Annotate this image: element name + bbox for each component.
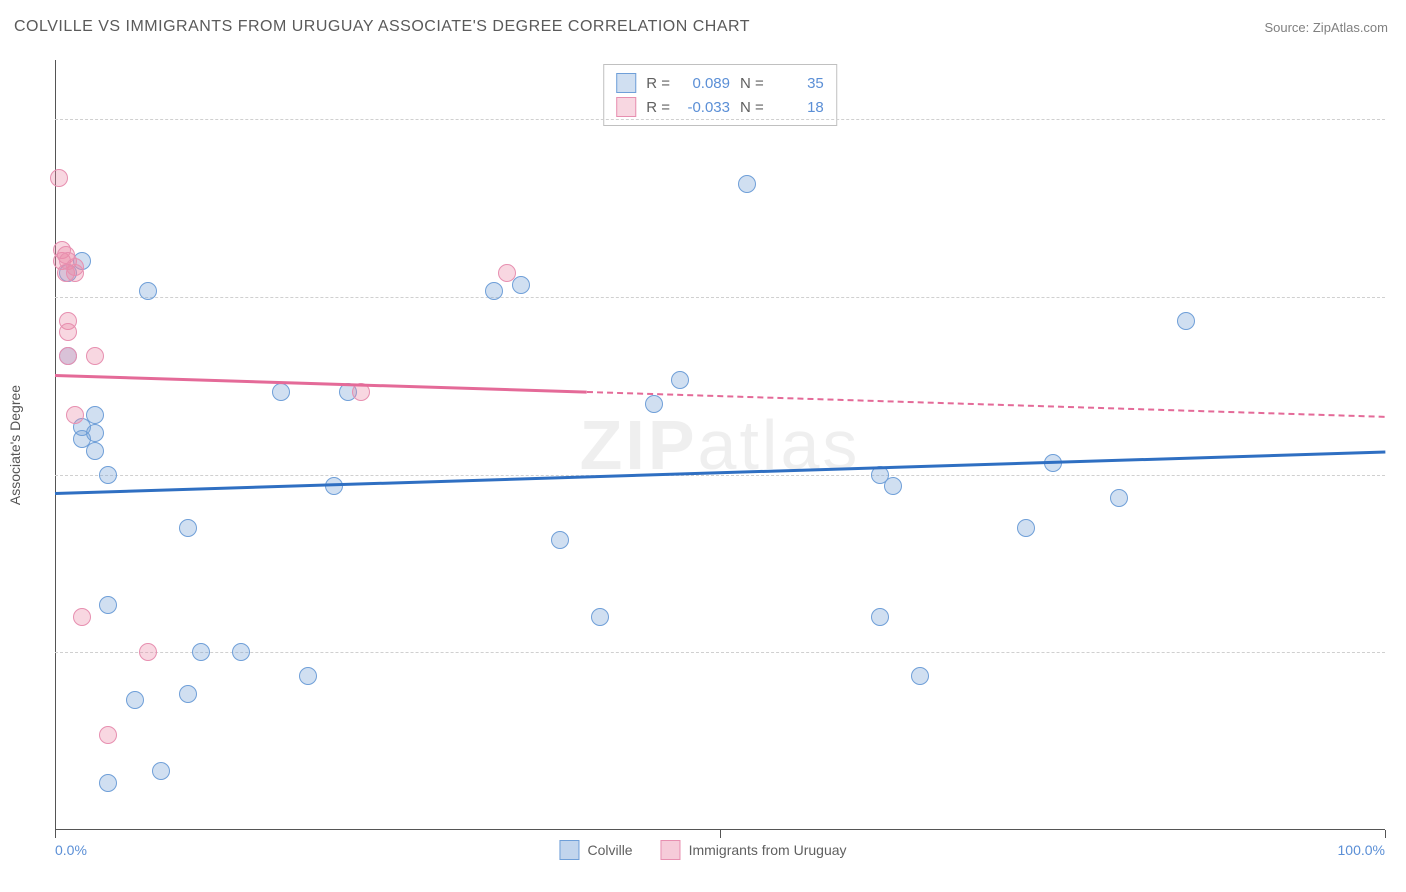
data-point (498, 264, 516, 282)
correlation-stats-box: R = 0.089 N = 35 R = -0.033 N = 18 (603, 64, 837, 126)
chart-title: COLVILLE VS IMMIGRANTS FROM URUGUAY ASSO… (14, 18, 750, 36)
trend-line (55, 374, 587, 394)
legend-item: Colville (559, 840, 632, 860)
r-value-series-2: -0.033 (680, 99, 730, 116)
data-point (179, 519, 197, 537)
n-value-series-2: 18 (774, 99, 824, 116)
y-tick-label: 45.0% (1395, 289, 1406, 305)
data-point (232, 643, 250, 661)
r-label: R = (646, 75, 670, 92)
y-tick-label: 60.0% (1395, 111, 1406, 127)
x-axis-max-label: 100.0% (1338, 842, 1385, 858)
data-point (86, 424, 104, 442)
data-point (59, 323, 77, 341)
data-point (86, 442, 104, 460)
data-point (884, 477, 902, 495)
data-point (86, 406, 104, 424)
r-value-series-1: 0.089 (680, 75, 730, 92)
x-tick (55, 830, 56, 838)
data-point (99, 774, 117, 792)
data-point (591, 608, 609, 626)
data-point (139, 643, 157, 661)
source-attribution: Source: ZipAtlas.com (1264, 20, 1388, 35)
legend-swatch (661, 840, 681, 860)
data-point (911, 667, 929, 685)
data-point (139, 282, 157, 300)
data-point (86, 347, 104, 365)
data-point (671, 371, 689, 389)
legend-swatch (559, 840, 579, 860)
data-point (192, 643, 210, 661)
data-point (1177, 312, 1195, 330)
data-point (66, 258, 84, 276)
data-point (66, 406, 84, 424)
source-prefix: Source: (1264, 20, 1312, 35)
n-value-series-1: 35 (774, 75, 824, 92)
data-point (99, 726, 117, 744)
data-point (485, 282, 503, 300)
x-axis-min-label: 0.0% (55, 842, 87, 858)
n-label: N = (740, 75, 764, 92)
gridline (55, 297, 1385, 298)
x-tick (1385, 830, 1386, 838)
data-point (152, 762, 170, 780)
data-point (871, 608, 889, 626)
trend-line (55, 451, 1385, 495)
data-point (1110, 489, 1128, 507)
data-point (99, 596, 117, 614)
trend-line (587, 391, 1385, 418)
stats-row-series-2: R = -0.033 N = 18 (616, 95, 824, 119)
data-point (645, 395, 663, 413)
gridline (55, 119, 1385, 120)
legend-item: Immigrants from Uruguay (661, 840, 847, 860)
r-label: R = (646, 99, 670, 116)
gridline (55, 475, 1385, 476)
data-point (99, 466, 117, 484)
scatter-plot: Associate's Degree ZIPatlas R = 0.089 N … (55, 60, 1385, 830)
stats-row-series-1: R = 0.089 N = 35 (616, 71, 824, 95)
data-point (1017, 519, 1035, 537)
y-tick-label: 30.0% (1395, 467, 1406, 483)
data-point (50, 169, 68, 187)
data-point (59, 347, 77, 365)
gridline (55, 652, 1385, 653)
y-axis-title: Associate's Degree (7, 385, 23, 505)
source-name: ZipAtlas.com (1313, 20, 1388, 35)
data-point (73, 608, 91, 626)
data-point (179, 685, 197, 703)
data-point (272, 383, 290, 401)
data-point (126, 691, 144, 709)
x-tick (720, 830, 721, 838)
series-legend: Colville Immigrants from Uruguay (559, 840, 846, 860)
swatch-series-1 (616, 73, 636, 93)
n-label: N = (740, 99, 764, 116)
legend-label: Colville (587, 842, 632, 858)
swatch-series-2 (616, 97, 636, 117)
data-point (299, 667, 317, 685)
data-point (738, 175, 756, 193)
y-tick-label: 15.0% (1395, 644, 1406, 660)
data-point (551, 531, 569, 549)
legend-label: Immigrants from Uruguay (689, 842, 847, 858)
